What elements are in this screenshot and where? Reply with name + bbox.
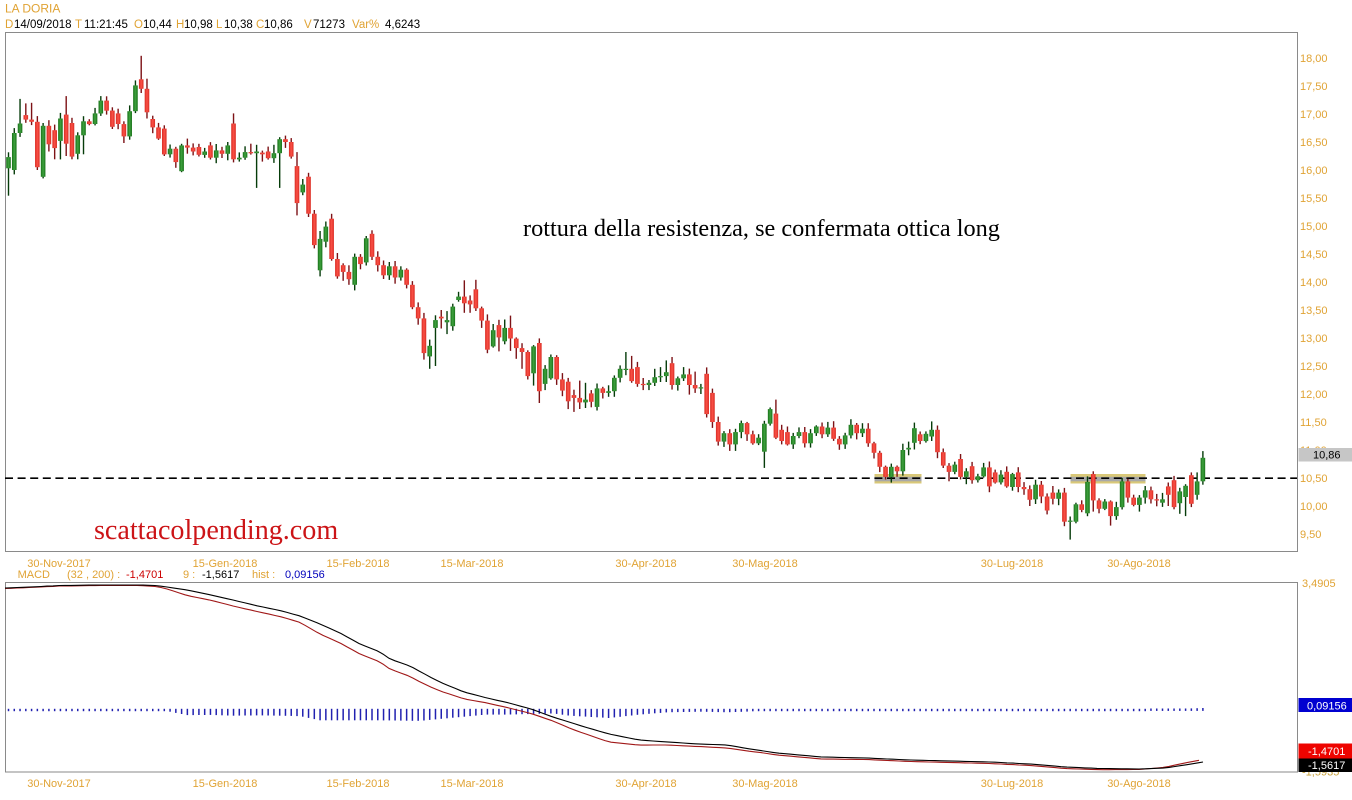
svg-text:LA DORIA: LA DORIA: [5, 2, 60, 16]
svg-text:15-Gen-2018: 15-Gen-2018: [193, 778, 258, 790]
svg-text:(32 , 200) :: (32 , 200) :: [67, 569, 120, 581]
svg-text:17,00: 17,00: [1300, 109, 1328, 121]
svg-text:30-Ago-2018: 30-Ago-2018: [1107, 778, 1171, 790]
svg-text:30-Mag-2018: 30-Mag-2018: [732, 558, 797, 570]
svg-text:12,00: 12,00: [1300, 389, 1328, 401]
svg-text:30-Lug-2018: 30-Lug-2018: [981, 558, 1043, 570]
svg-text:11,50: 11,50: [1300, 417, 1327, 429]
svg-text:MACD: MACD: [18, 569, 50, 581]
svg-text:D: D: [5, 19, 13, 31]
svg-text:9,50: 9,50: [1300, 529, 1321, 541]
svg-text:4,6243: 4,6243: [385, 19, 420, 31]
svg-text:11:21:45: 11:21:45: [84, 19, 128, 31]
svg-text:10,44: 10,44: [143, 19, 172, 31]
svg-text:10,86: 10,86: [264, 19, 293, 31]
svg-text:14/09/2018: 14/09/2018: [14, 19, 72, 31]
svg-text:0,09156: 0,09156: [1307, 701, 1347, 713]
svg-text:H: H: [176, 19, 184, 31]
svg-text:9 :: 9 :: [183, 569, 195, 581]
svg-text:30-Mag-2018: 30-Mag-2018: [732, 778, 797, 790]
svg-text:Var%: Var%: [352, 19, 379, 31]
svg-text:15-Gen-2018: 15-Gen-2018: [193, 558, 258, 570]
svg-text:C: C: [256, 19, 264, 31]
svg-text:15,00: 15,00: [1300, 221, 1328, 233]
svg-text:30-Ago-2018: 30-Ago-2018: [1107, 558, 1171, 570]
svg-text:10,50: 10,50: [1300, 473, 1328, 485]
svg-text:30-Nov-2017: 30-Nov-2017: [27, 558, 91, 570]
svg-text:0,09156: 0,09156: [285, 569, 325, 581]
svg-text:30-Apr-2018: 30-Apr-2018: [615, 558, 676, 570]
svg-text:10,86: 10,86: [1313, 450, 1341, 462]
svg-text:10,00: 10,00: [1300, 501, 1328, 513]
svg-text:14,00: 14,00: [1300, 277, 1328, 289]
svg-text:rottura della resistenza, se c: rottura della resistenza, se confermata …: [523, 215, 1000, 242]
svg-text:16,50: 16,50: [1300, 137, 1328, 149]
svg-text:30-Nov-2017: 30-Nov-2017: [27, 778, 91, 790]
svg-text:10,98: 10,98: [184, 19, 213, 31]
svg-text:15,50: 15,50: [1300, 193, 1328, 205]
svg-text:15-Mar-2018: 15-Mar-2018: [441, 558, 504, 570]
svg-text:L: L: [216, 19, 223, 31]
svg-text:-1,4701: -1,4701: [126, 569, 163, 581]
svg-text:18,00: 18,00: [1300, 53, 1328, 65]
svg-text:15-Mar-2018: 15-Mar-2018: [441, 778, 504, 790]
svg-text:15-Feb-2018: 15-Feb-2018: [327, 778, 390, 790]
svg-text:13,50: 13,50: [1300, 305, 1328, 317]
svg-text:hist :: hist :: [252, 569, 275, 581]
svg-text:14,50: 14,50: [1300, 249, 1328, 261]
svg-text:-1,5617: -1,5617: [202, 569, 239, 581]
svg-text:T: T: [75, 19, 82, 31]
svg-text:16,00: 16,00: [1300, 165, 1328, 177]
svg-text:30-Apr-2018: 30-Apr-2018: [615, 778, 676, 790]
svg-text:scattacolpending.com: scattacolpending.com: [94, 515, 338, 546]
svg-text:17,50: 17,50: [1300, 81, 1328, 93]
svg-text:O: O: [134, 19, 143, 31]
svg-text:-1,4701: -1,4701: [1308, 746, 1345, 758]
svg-text:15-Feb-2018: 15-Feb-2018: [327, 558, 390, 570]
svg-text:10,38: 10,38: [224, 19, 253, 31]
svg-text:3,4905: 3,4905: [1302, 578, 1336, 590]
svg-text:V: V: [304, 19, 312, 31]
svg-text:12,50: 12,50: [1300, 361, 1328, 373]
svg-text:30-Lug-2018: 30-Lug-2018: [981, 778, 1043, 790]
svg-text:71273: 71273: [313, 19, 345, 31]
svg-text:-1,5617: -1,5617: [1308, 760, 1345, 772]
svg-text:13,00: 13,00: [1300, 333, 1328, 345]
